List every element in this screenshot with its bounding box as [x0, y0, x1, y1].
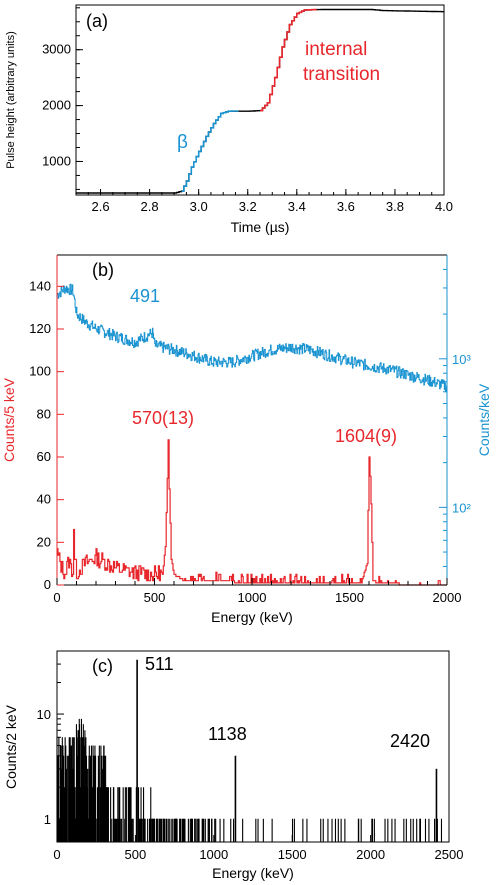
- panel-b-left-y-tick-label: 140: [29, 278, 51, 293]
- panel-b-left-y-tick-label: 60: [37, 449, 51, 464]
- panel-b-blue-spectrum-line: [57, 283, 448, 393]
- panel-c-y-ticks: 1 10: [37, 663, 64, 827]
- panel-b-left-y-tick-label: 40: [37, 492, 51, 507]
- panel-c-label: (c): [92, 656, 113, 676]
- panel-a-label: (a): [86, 11, 108, 31]
- peak-label-570: 570(13): [132, 408, 194, 428]
- panel-b-left-y-tick-label: 0: [44, 577, 51, 592]
- panel-a: 2.6 2.8 3.0 3.2 3.4 3.6 3.8 4.0 1000 2000 3000 (a…: [5, 4, 453, 235]
- panel-c-x-tick-label: 1000: [199, 847, 228, 862]
- panel-a-y-tick-label: 1000: [42, 153, 71, 168]
- panel-a-series-1-line: [181, 110, 239, 192]
- peak-label-1138: 1138: [208, 724, 247, 744]
- panel-b-left-y-tick-label: 100: [29, 364, 51, 379]
- panel-b-right-y-tick-label: 10³: [452, 352, 471, 367]
- panel-b-series: [57, 283, 448, 586]
- panel-a-x-axis-title: Time (µs): [231, 219, 290, 235]
- panel-b-x-tick-label: 500: [144, 590, 166, 605]
- panel-a-y-axis-title: Pulse height (arbitrary units): [5, 31, 17, 169]
- panel-a-x-ticks: 2.6 2.8 3.0 3.2 3.4 3.6 3.8 4.0: [75, 189, 453, 214]
- panel-c-y-tick-label: 1: [44, 812, 51, 827]
- panel-b-right-y-axis-title: Counts/keV: [476, 383, 492, 456]
- panel-c-x-tick-label: 1500: [278, 847, 307, 862]
- panel-a-series: [76, 8, 444, 194]
- panel-c-x-tick-label: 2000: [356, 847, 385, 862]
- panel-a-y-tick-label: 2000: [42, 98, 71, 113]
- panel-c-x-axis-title: Energy (keV): [212, 865, 294, 881]
- panel-b-x-axis-title: Energy (keV): [211, 609, 293, 625]
- panel-b-plot-area: [57, 255, 447, 585]
- panel-a-x-tick-label: 2.8: [141, 199, 159, 214]
- panel-b-x-tick-label: 1000: [238, 590, 267, 605]
- panel-a-x-tick-label: 3.0: [190, 199, 208, 214]
- panel-c-x-ticks: 0 500 1000 1500 2000 2500: [53, 835, 463, 862]
- panel-c-frame: [56, 650, 450, 843]
- panel-b-left-y-axis-title: Counts/5 keV: [1, 377, 17, 462]
- panel-b-x-tick-label: 2000: [433, 590, 462, 605]
- panel-b-x-tick-label: 0: [53, 590, 60, 605]
- panel-a-frame: [75, 4, 445, 196]
- peak-label-1604: 1604(9): [335, 426, 397, 446]
- panel-a-y-tick-label: 3000: [42, 42, 71, 57]
- annotation-transition: transition: [303, 64, 380, 85]
- panel-c: 0 500 1000 1500 2000 2500 1 10 (c) 511 1138 24…: [3, 650, 463, 881]
- panel-a-x-tick-label: 2.6: [91, 199, 109, 214]
- panel-b-red-spectrum-line: [57, 439, 447, 586]
- annotation-beta: β: [177, 132, 188, 153]
- panel-a-x-tick-label: 3.6: [337, 199, 355, 214]
- peak-label-2420: 2420: [390, 731, 430, 751]
- panel-a-x-tick-label: 3.8: [386, 199, 404, 214]
- panel-c-series: [56, 659, 443, 842]
- panel-b-left-y-tick-label: 20: [37, 534, 51, 549]
- panel-a-y-ticks: 1000 2000 3000: [42, 7, 83, 190]
- panel-b-label: (b): [92, 260, 114, 280]
- panel-c-y-tick-label: 10: [37, 707, 51, 722]
- panel-c-x-tick-label: 2500: [435, 847, 464, 862]
- panel-a-x-tick-label: 4.0: [435, 199, 453, 214]
- panel-b-right-y-tick-label: 10²: [452, 500, 471, 515]
- panel-a-x-tick-label: 3.4: [288, 199, 306, 214]
- panel-a-series-2-line: [260, 8, 318, 112]
- peak-label-491: 491: [130, 286, 160, 306]
- panel-b-left-y-ticks: 0 20 40 60 80 100 120 140: [29, 278, 64, 592]
- panel-b-right-y-ticks: 10² 10³: [439, 268, 471, 567]
- panel-b-x-tick-label: 1500: [335, 590, 364, 605]
- panel-b-left-y-tick-label: 80: [37, 406, 51, 421]
- panel-b-x-ticks: 0 500 1000 1500 2000: [53, 578, 461, 605]
- panel-c-y-axis-title: Counts/2 keV: [3, 704, 19, 789]
- annotation-internal: internal: [305, 39, 367, 60]
- panel-b-left-y-tick-label: 120: [29, 321, 51, 336]
- panel-c-x-tick-label: 500: [125, 847, 147, 862]
- panel-a-x-tick-label: 3.2: [239, 199, 257, 214]
- panel-c-x-tick-label: 0: [53, 847, 60, 862]
- peak-label-511: 511: [145, 654, 174, 674]
